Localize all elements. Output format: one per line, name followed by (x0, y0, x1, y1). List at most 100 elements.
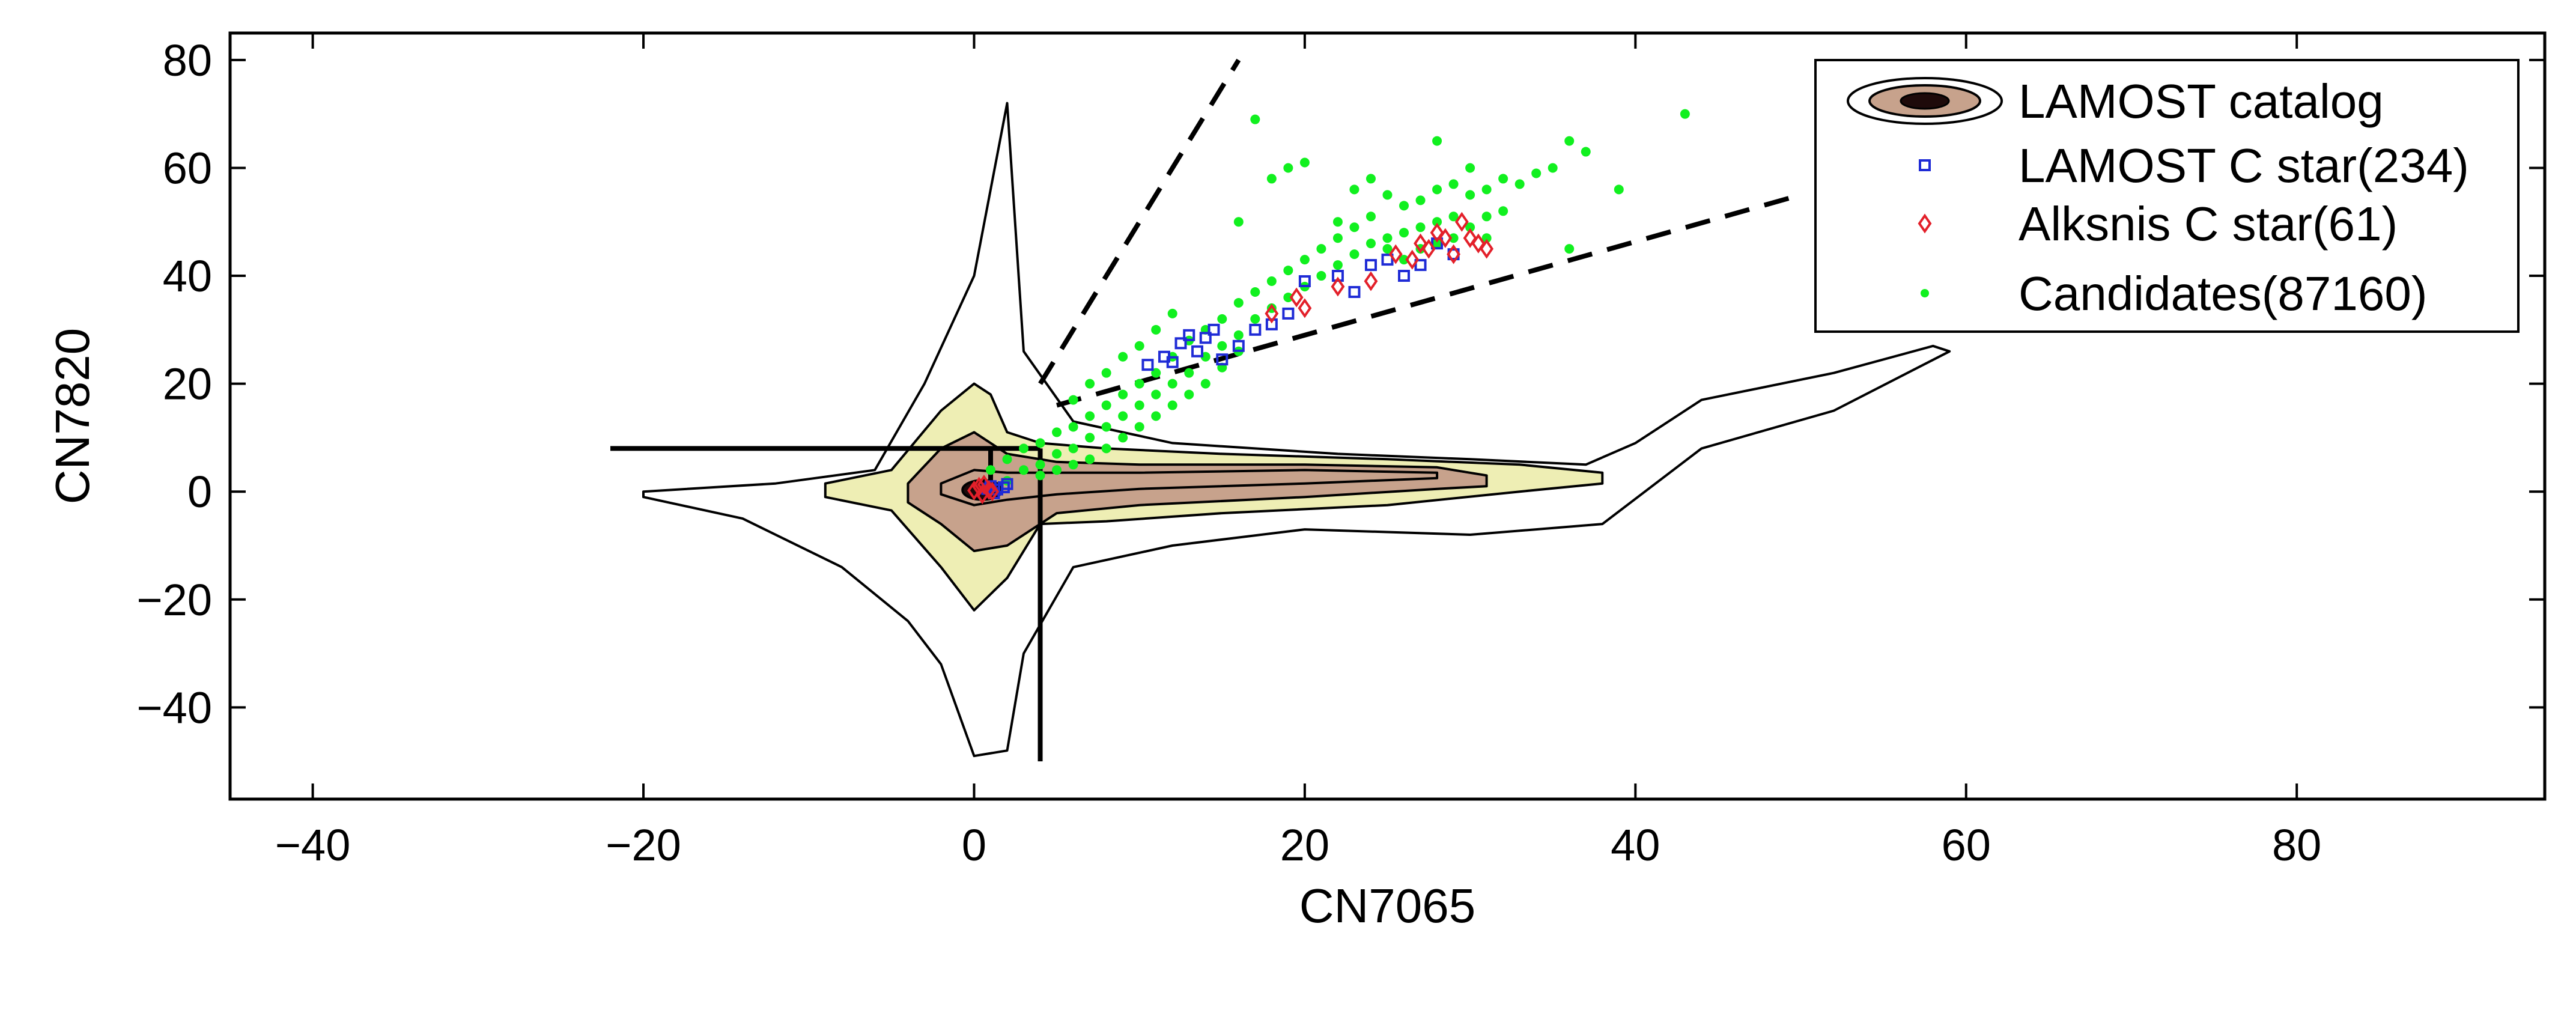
lamost-c-star-point (1232, 339, 1245, 352)
candidate-point (1134, 422, 1144, 432)
lamost-c-star-point (1381, 254, 1394, 266)
candidate-point (1316, 244, 1326, 254)
legend-label: Alksnis C star(61) (2019, 197, 2398, 251)
candidate-point (1680, 109, 1690, 119)
candidate-point (1283, 266, 1293, 276)
candidate-point (1299, 255, 1310, 265)
alksnis-c-star-point (1405, 249, 1420, 270)
lamost-c-star-point (1282, 307, 1295, 320)
lamost-c-star-point (1348, 285, 1361, 298)
alksnis-c-star-points (967, 211, 1494, 505)
candidate-point (1068, 460, 1078, 470)
candidate-point (1068, 443, 1078, 454)
legend-label: LAMOST C star(234) (2019, 139, 2469, 192)
candidate-point (1349, 184, 1359, 195)
candidate-point (1514, 179, 1525, 189)
alksnis-c-star-point (1471, 233, 1486, 254)
candidate-point (1134, 379, 1144, 389)
candidate-point (1151, 389, 1161, 400)
candidate-point (1349, 222, 1359, 233)
candidate-point (1068, 422, 1078, 432)
candidate-point (1167, 400, 1177, 410)
candidate-point (1068, 395, 1078, 405)
candidate-point (1019, 443, 1029, 454)
candidate-point (1332, 233, 1343, 243)
legend-symbol-dot (1921, 289, 1929, 297)
lamost-c-star-point (1199, 332, 1212, 344)
candidate-point (1564, 136, 1575, 146)
candidate-point (1481, 211, 1492, 222)
legend-symbol-diamond (1918, 213, 1932, 234)
candidate-point (1283, 163, 1293, 173)
candidate-point (1233, 297, 1244, 308)
candidate-point (1151, 411, 1161, 421)
candidate-point (1101, 368, 1111, 378)
candidate-point (1167, 308, 1177, 318)
candidate-point (1432, 217, 1442, 227)
candidate-point (1564, 244, 1575, 254)
y-tick-label: 60 (163, 143, 212, 193)
alksnis-c-star-point (1421, 239, 1436, 259)
y-tick-label: −20 (136, 575, 212, 625)
candidate-points (985, 109, 1690, 486)
alksnis-c-star-point (1298, 298, 1312, 318)
candidate-point (1118, 389, 1128, 400)
legend-label: LAMOST catalog (2019, 75, 2384, 128)
alksnis-c-star-point (985, 481, 1000, 502)
candidate-point (1118, 411, 1128, 421)
candidate-point (1498, 206, 1508, 216)
x-tick-label: −20 (606, 820, 681, 870)
alksnis-c-star-point (1289, 287, 1304, 308)
density-contours (642, 102, 1951, 758)
candidate-point (1465, 222, 1475, 233)
alksnis-c-star-point (982, 479, 996, 500)
candidate-point (985, 465, 995, 475)
candidate-point (1233, 330, 1244, 340)
x-tick-label: 20 (1280, 820, 1329, 870)
alksnis-c-star-point (1480, 239, 1494, 259)
legend: LAMOST catalog LAMOST C star(234)Alksnis … (1814, 59, 2520, 333)
legend-symbol-contour-core (1900, 92, 1950, 110)
contour-outermost (642, 102, 1951, 758)
candidate-point (1101, 400, 1111, 410)
candidate-point (1002, 476, 1012, 486)
x-tick-label: 0 (962, 820, 986, 870)
candidate-point (1200, 379, 1211, 389)
candidate-point (1151, 324, 1161, 335)
candidate-point (1365, 174, 1376, 184)
lamost-c-star-point (1398, 270, 1411, 282)
lamost-c-star-point (1183, 329, 1195, 341)
alksnis-c-star-point (972, 476, 986, 497)
candidate-point (1266, 276, 1277, 287)
candidate-point (1332, 217, 1343, 227)
alksnis-c-star-point (1364, 271, 1378, 291)
candidate-point (1481, 233, 1492, 243)
selection-line-dashed-3 (1038, 58, 1241, 385)
candidate-point (1052, 449, 1062, 459)
candidate-point (1415, 222, 1426, 233)
candidate-point (1085, 379, 1095, 389)
candidate-point (1250, 114, 1260, 124)
lamost-c-star-point (1174, 337, 1187, 350)
selection-lines (610, 58, 1802, 762)
lamost-c-star-point (1208, 323, 1220, 336)
selection-line-dashed-4 (1056, 192, 1802, 408)
alksnis-c-star-point (1388, 244, 1403, 264)
legend-symbol-square (1919, 159, 1931, 171)
candidate-point (1332, 260, 1343, 270)
lamost-c-star-point (1001, 478, 1013, 490)
candidate-point (1052, 465, 1062, 475)
candidate-point (1035, 470, 1045, 481)
candidate-point (1481, 184, 1492, 195)
candidate-point (1002, 454, 1012, 464)
candidate-point (1035, 460, 1045, 470)
candidate-point (1382, 233, 1393, 243)
candidate-point (1250, 314, 1260, 324)
plot-frame (228, 31, 2547, 801)
x-axis-label: CN7065 (1299, 879, 1476, 932)
candidate-point (1316, 271, 1326, 281)
lamost-c-star-point (1249, 323, 1262, 336)
alksnis-c-star-point (1447, 244, 1461, 264)
y-tick-label: 40 (163, 251, 212, 301)
